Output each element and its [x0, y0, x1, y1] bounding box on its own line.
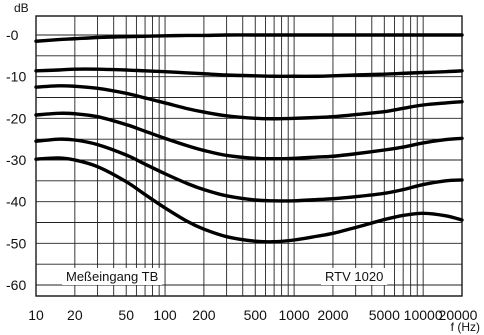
response-curve-1 [34, 33, 464, 43]
y-tick-label: -50 [6, 235, 26, 251]
y-tick-label: -60 [6, 277, 26, 293]
annotation-device-label: RTV 1020 [325, 269, 383, 284]
y-tick-label: -20 [6, 110, 26, 126]
annotation-background [62, 268, 163, 285]
x-tick-label: 2000 [317, 307, 348, 323]
x-tick-label: 10 [28, 307, 44, 323]
plot-frame [35, 15, 463, 297]
y-tick-label: -40 [6, 194, 26, 210]
x-tick-label: 10000 [404, 307, 443, 323]
response-curve-5 [34, 137, 464, 203]
x-tick-label: 50 [118, 307, 134, 323]
y-tick-label: -10 [6, 69, 26, 85]
annotation-input-label: Meßeingang TB [66, 269, 158, 284]
annotation-background [321, 268, 388, 285]
response-curve-2 [34, 67, 464, 78]
x-tick-label: 100 [153, 307, 177, 323]
x-tick-label: 1000 [279, 307, 310, 323]
y-axis-label: dB [14, 1, 29, 15]
chart-labels: dB f (Hz) Meßeingang TB RTV 1020 [14, 1, 480, 334]
x-tick-label: 20 [67, 307, 83, 323]
x-tick-label: 500 [244, 307, 268, 323]
y-tick-label: -30 [6, 152, 26, 168]
response-curve-3 [34, 84, 464, 121]
chart-series [34, 33, 464, 244]
x-tick-label: 200 [192, 307, 216, 323]
x-tick-label: 20000 [439, 307, 478, 323]
x-axis-label: f (Hz) [451, 320, 480, 334]
response-curve-6 [34, 156, 464, 244]
response-curve-4 [34, 111, 464, 161]
y-tick-label: -0 [6, 27, 19, 43]
x-tick-label: 5000 [369, 307, 400, 323]
